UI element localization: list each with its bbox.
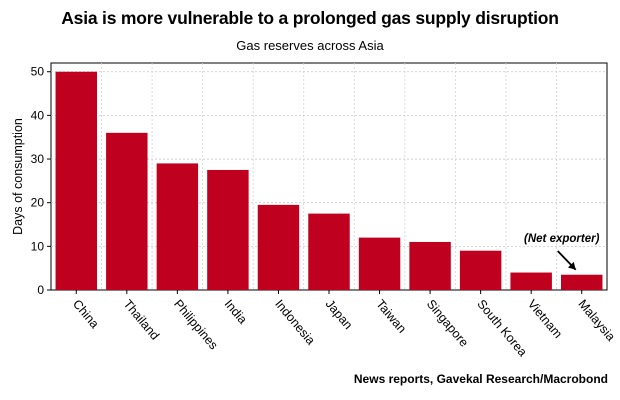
x-tick-label: Vietnam [525,297,565,341]
y-tick-label: 30 [31,152,45,166]
bar [459,250,502,290]
x-tick-label: Malaysia [575,297,617,344]
x-tick-label: Thailand [121,297,163,343]
source-note: News reports, Gavekal Research/Macrobond [353,372,608,386]
y-tick-label: 50 [31,65,45,79]
bar [55,71,97,290]
bar [257,204,300,290]
bar [207,169,249,290]
y-axis-label: Days of consumption [11,118,25,235]
x-tick-label: Japan [323,297,356,332]
bar [106,132,148,290]
x-tick-label: Taiwan [373,297,409,336]
y-tick-label: 40 [31,108,45,122]
x-tick-label: China [70,297,102,331]
bar [156,163,199,290]
x-tick-label: Indonesia [272,297,318,348]
bar [308,213,350,290]
annotation-arrowhead [567,261,576,270]
bar [510,272,552,290]
x-tick-label: South Korea [474,297,529,359]
x-tick-label: Philippines [171,297,221,352]
annotation-label: (Net exporter) [524,233,600,245]
y-tick-label: 20 [31,196,45,210]
chart-title: Asia is more vulnerable to a prolonged g… [61,8,559,28]
x-tick-label: Singapore [424,297,471,350]
chart-subtitle: Gas reserves across Asia [236,38,384,53]
y-tick-label: 10 [31,239,45,253]
bar [409,241,451,290]
y-tick-label: 0 [37,283,44,297]
bar [561,274,603,290]
bar [358,237,401,290]
x-tick-label: India [222,297,250,327]
